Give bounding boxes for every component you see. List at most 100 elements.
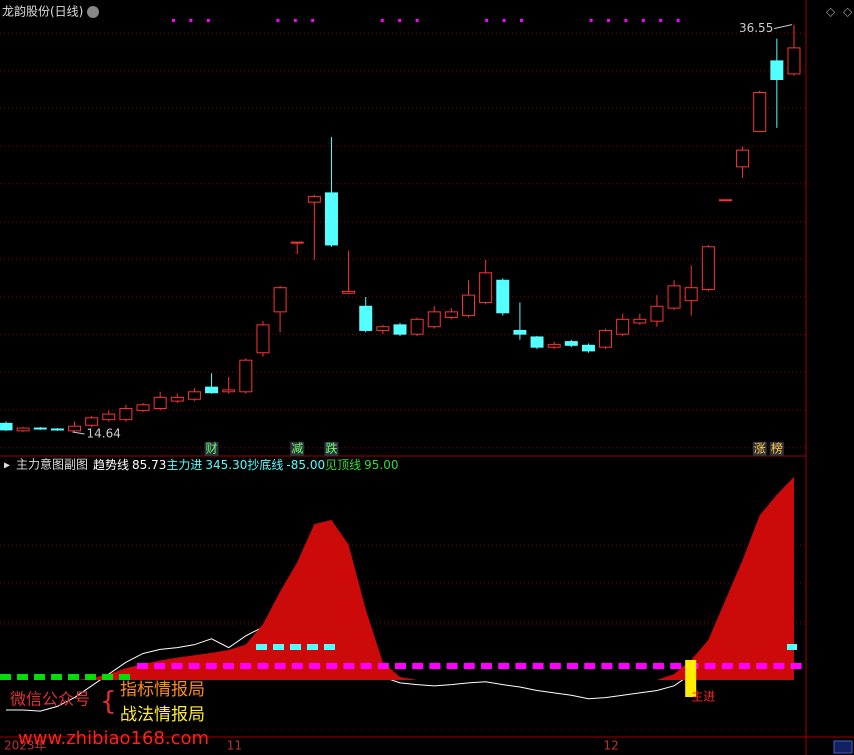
dash	[257, 663, 269, 669]
dash	[343, 663, 355, 669]
watermark: 微信公众号	[10, 690, 90, 709]
dash	[773, 663, 785, 669]
candle-body	[68, 425, 82, 432]
dash	[137, 663, 148, 669]
top-dot	[607, 19, 610, 22]
x-tick-label: 11	[227, 739, 242, 753]
top-dot	[172, 19, 175, 22]
candle-body	[256, 324, 270, 354]
candle-body	[770, 60, 784, 80]
dash	[704, 663, 716, 669]
dash	[515, 663, 527, 669]
signal: 跌	[325, 441, 337, 456]
top-dot	[398, 19, 402, 22]
candle-body	[324, 192, 338, 246]
min-arrow	[72, 431, 85, 435]
dash	[290, 644, 301, 650]
candle-body	[0, 422, 13, 431]
signal-box	[290, 442, 305, 456]
dash	[17, 674, 28, 680]
legend-name: 见顶线	[325, 458, 361, 472]
min-label: 14.64	[87, 426, 121, 440]
top-dot	[659, 19, 663, 22]
x-tick-label: 12	[604, 739, 619, 753]
candle-body	[119, 408, 133, 421]
dash	[205, 663, 217, 669]
top-dot	[415, 19, 419, 22]
scroll-button[interactable]	[833, 740, 853, 754]
legend-value: -85.00	[286, 458, 325, 472]
dash	[119, 674, 130, 680]
top-dot	[189, 19, 193, 22]
top-dot	[641, 19, 645, 22]
candle-body	[376, 326, 390, 331]
dash	[584, 663, 596, 669]
candle-body	[479, 272, 493, 304]
signal: 财	[206, 442, 218, 456]
dash	[395, 663, 406, 669]
watermark: 指标情报局	[120, 680, 205, 700]
arrow: ▸	[4, 458, 10, 472]
trend-line	[6, 555, 795, 712]
dash	[102, 674, 113, 680]
dash	[291, 663, 303, 669]
top-dot	[276, 19, 280, 22]
dash	[756, 663, 768, 669]
dash	[618, 663, 630, 669]
dash	[790, 663, 802, 669]
dash	[721, 663, 733, 669]
top-dot	[589, 19, 593, 22]
candle-body	[33, 427, 47, 430]
candle-body	[444, 311, 458, 318]
dash	[532, 663, 544, 669]
candle-body	[170, 396, 184, 402]
max-arrow	[773, 24, 793, 30]
dash	[481, 663, 492, 669]
dash	[498, 663, 510, 669]
sub-title: 主力意图副图	[16, 457, 88, 472]
candle-body	[650, 305, 664, 322]
candle-body	[547, 343, 561, 348]
dash	[223, 663, 234, 669]
candle-body	[616, 318, 630, 335]
candle-body	[667, 285, 681, 309]
top-dot	[676, 19, 680, 22]
signal: 主进	[691, 690, 715, 704]
candle-body	[85, 417, 99, 426]
signal-bar	[685, 660, 697, 697]
signal-box	[324, 442, 339, 456]
candle-body	[290, 241, 304, 244]
signal-box	[204, 442, 219, 456]
icon[interactable]: ◇	[843, 5, 853, 19]
dash	[653, 663, 664, 669]
legend-value: 345.30	[205, 458, 247, 472]
top-dot	[485, 19, 489, 22]
candle-body	[718, 199, 732, 202]
candle-body	[462, 294, 476, 317]
dash	[670, 663, 682, 669]
dash	[171, 663, 183, 669]
candle-body	[239, 359, 253, 393]
dash	[463, 663, 475, 669]
dash	[256, 644, 267, 650]
dash	[240, 663, 252, 669]
top-dot	[206, 19, 210, 22]
dash	[549, 663, 561, 669]
dash	[324, 644, 335, 650]
top-dot	[520, 19, 523, 22]
legend-value: 85.73	[132, 458, 166, 472]
dash	[635, 663, 647, 669]
dash	[273, 644, 284, 650]
icon[interactable]: ◇	[826, 5, 836, 19]
top-dot	[293, 19, 297, 22]
candle-body	[153, 396, 167, 410]
candle-body	[564, 341, 578, 346]
candle-body	[599, 329, 613, 348]
candle-body	[205, 386, 219, 394]
signal: 减	[291, 442, 303, 456]
top-dot	[502, 19, 506, 22]
candle-body	[684, 287, 698, 302]
dropdown-icon[interactable]	[87, 6, 99, 18]
dash	[446, 663, 458, 669]
